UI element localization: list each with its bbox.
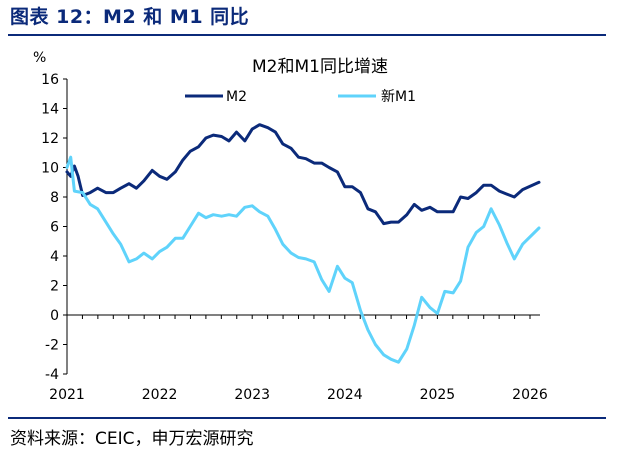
axes: -4 -2 0 2 4 6 8 10 12 14 16 2021 2022 2023 2024 2025 202… — [41, 72, 548, 403]
x-tick-label: 2022 — [142, 387, 178, 403]
y-tick-label: 2 — [50, 279, 59, 295]
series-line-m1 — [65, 155, 541, 364]
y-tick-label: 0 — [50, 308, 59, 324]
legend: M2 新M1 — [185, 89, 416, 105]
y-tick-label: 14 — [41, 102, 59, 118]
y-tick-label: 10 — [41, 161, 59, 177]
top-divider — [8, 34, 606, 36]
legend-label-m2: M2 — [226, 89, 247, 105]
x-tick-label: 2026 — [512, 387, 548, 403]
y-tick-label: 8 — [50, 190, 59, 206]
y-tick-label: 12 — [41, 131, 59, 147]
series-layer — [65, 123, 541, 364]
series-line-m2 — [65, 123, 541, 226]
y-tick-label: 6 — [50, 220, 59, 236]
legend-label-m1: 新M1 — [381, 89, 416, 105]
x-tick-label: 2025 — [420, 387, 456, 403]
chart-title: M2和M1同比增速 — [252, 57, 388, 77]
bottom-divider — [8, 417, 606, 419]
y-tick-label: 4 — [50, 249, 59, 265]
y-tick-label: -2 — [45, 338, 59, 354]
x-tick-label: 2021 — [49, 387, 85, 403]
y-tick-label: 16 — [41, 72, 59, 88]
source-note: 资料来源：CEIC，申万宏源研究 — [10, 429, 254, 449]
x-tick-label: 2023 — [234, 387, 270, 403]
y-tick-label: -4 — [45, 367, 59, 383]
y-axis-unit-label: % — [33, 50, 46, 66]
figure-title: 图表 12：M2 和 M1 同比 — [10, 6, 250, 28]
x-tick-label: 2024 — [327, 387, 363, 403]
